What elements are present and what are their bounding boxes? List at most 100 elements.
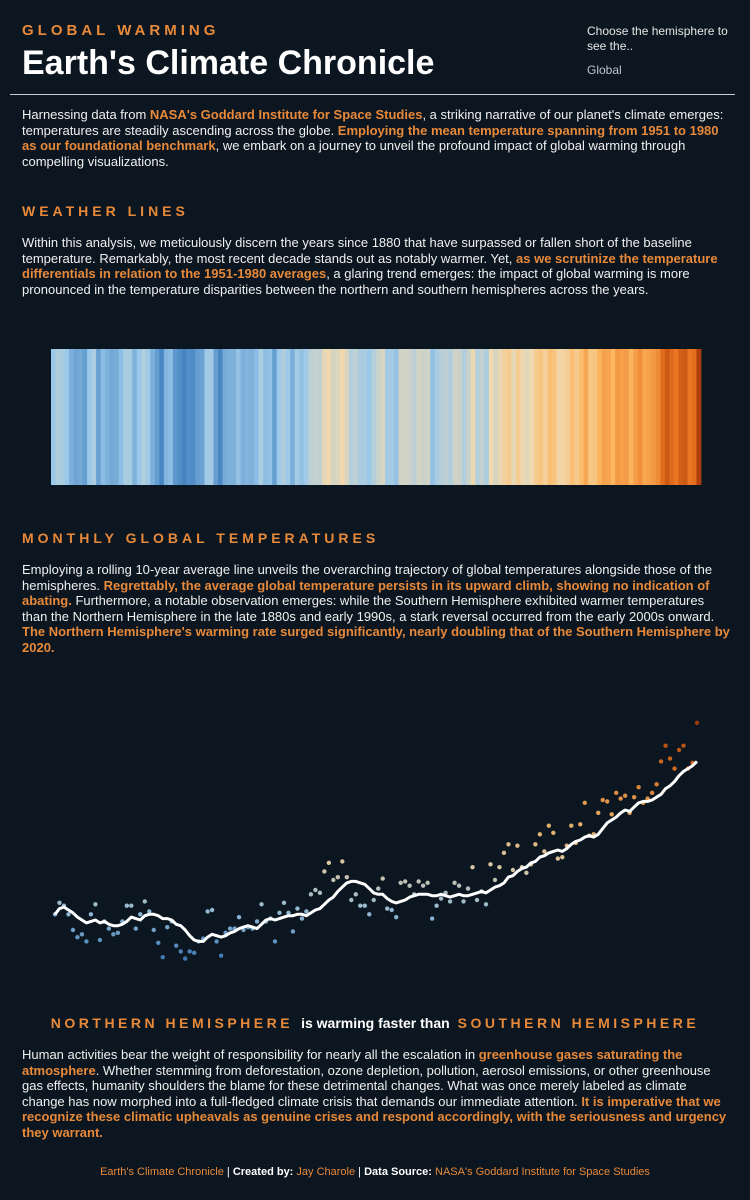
data-point [596, 810, 601, 816]
data-point [335, 874, 341, 880]
data-point [676, 747, 682, 753]
stripe [218, 349, 223, 485]
stripe [403, 349, 408, 485]
stripe [651, 349, 657, 485]
data-point [254, 919, 260, 924]
data-point [654, 782, 659, 787]
section-heading: MONTHLY GLOBAL TEMPERATURES [22, 530, 380, 546]
data-point [452, 880, 457, 886]
data-point [151, 927, 156, 933]
stripe [394, 349, 399, 485]
data-point [317, 890, 323, 896]
data-point [376, 886, 381, 891]
data-point [560, 854, 565, 860]
data-point [84, 939, 89, 944]
data-point [663, 743, 668, 748]
stripe [637, 349, 643, 485]
stripe [425, 349, 431, 485]
stripe [145, 349, 151, 485]
stripe [172, 349, 178, 485]
footer: Earth's Climate Chronicle | Created by: … [0, 1166, 750, 1178]
stripe [303, 349, 309, 485]
stripe [691, 349, 697, 485]
stripe [317, 349, 323, 485]
stripe [285, 349, 291, 485]
stripe [344, 349, 350, 485]
data-point [609, 812, 614, 817]
data-point [299, 916, 305, 921]
stripe [430, 349, 436, 485]
stripe [380, 349, 386, 485]
stripe [362, 349, 368, 485]
stripe [533, 349, 539, 485]
stripe [524, 349, 530, 485]
stripe [290, 349, 296, 485]
data-point [456, 883, 462, 888]
stripe [195, 349, 201, 485]
stripe [606, 349, 612, 485]
stripe [385, 349, 390, 485]
stripe [330, 349, 336, 485]
text-segment: Within this analysis, we meticulously di… [22, 235, 692, 266]
data-point [326, 860, 332, 866]
stripe [664, 349, 670, 485]
data-point [667, 756, 673, 761]
data-point [358, 903, 363, 908]
data-point [57, 900, 62, 906]
stripe [439, 349, 445, 485]
stripe [434, 349, 440, 485]
data-point [613, 790, 619, 796]
text-segment: Data Source: [364, 1166, 436, 1178]
data-point [277, 910, 282, 916]
dropdown[interactable]: Global [587, 63, 622, 77]
stripe [624, 349, 630, 485]
text-segment: NASA's Goddard Institute for Space Studi… [435, 1166, 650, 1178]
stripe [687, 349, 693, 485]
stripe [543, 349, 548, 485]
stripe [181, 349, 187, 485]
data-point [658, 759, 664, 764]
stripe [263, 349, 269, 485]
stripe [281, 349, 287, 485]
data-point [349, 897, 354, 903]
stripe [678, 349, 684, 485]
stripe [655, 349, 661, 485]
page-title: Earth's Climate Chronicle [22, 44, 435, 82]
text-segment: greenhouse gases saturating the atmosphe… [22, 1047, 683, 1078]
data-point [380, 876, 385, 881]
data-point [178, 949, 183, 954]
data-point [187, 949, 192, 954]
text-segment: SOUTHERN HEMISPHERE [457, 1015, 700, 1031]
stripe [231, 349, 237, 485]
data-point [214, 939, 219, 944]
data-point [124, 903, 130, 908]
data-point [407, 883, 412, 888]
data-point [622, 793, 628, 798]
stripe [51, 349, 56, 485]
stripe [353, 349, 359, 485]
data-point [524, 870, 529, 876]
stripe [96, 349, 102, 485]
dropdown-label: Choose the hemisphere to see the.. [587, 24, 728, 53]
stripe [619, 349, 625, 485]
data-point [97, 937, 103, 943]
stripe [245, 349, 251, 485]
data-point [510, 867, 516, 873]
data-point [434, 903, 439, 908]
stripe [69, 349, 74, 485]
data-point [129, 903, 134, 908]
stripe [348, 349, 354, 485]
data-point [111, 932, 116, 937]
stripe [475, 349, 481, 485]
text-segment: NORTHERN HEMISPHERE [50, 1015, 294, 1031]
data-point [600, 797, 605, 803]
data-point [227, 926, 233, 931]
data-point [138, 912, 143, 917]
data-point [165, 924, 170, 930]
text-segment: | [355, 1166, 365, 1178]
data-point [259, 902, 264, 907]
stripe [227, 349, 232, 485]
data-point [191, 950, 197, 956]
stripe [213, 349, 219, 485]
stripe [633, 349, 639, 485]
